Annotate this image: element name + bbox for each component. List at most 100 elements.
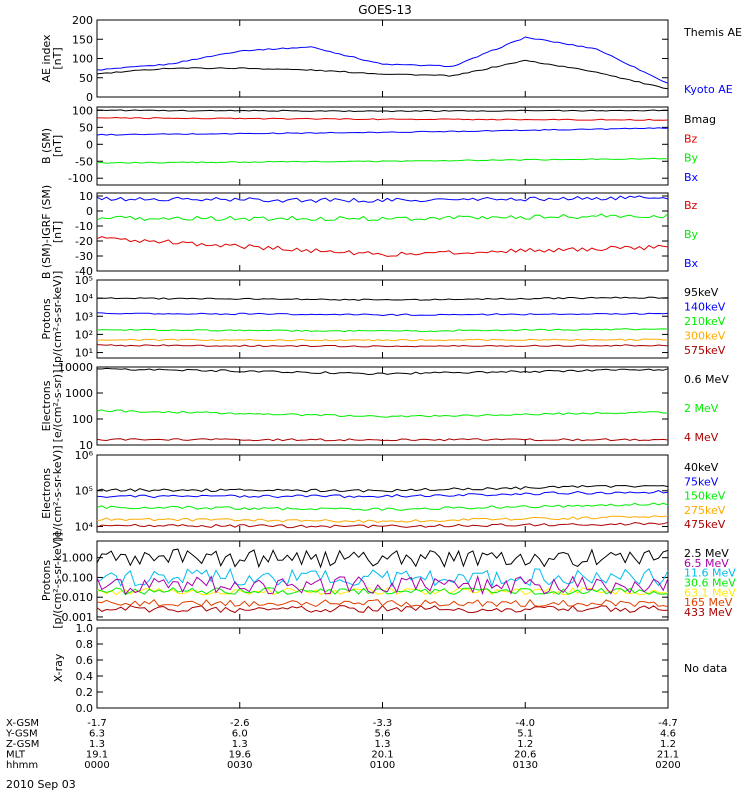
series-0-6-mev — [96, 367, 669, 376]
y-tick-label: 1.000 — [62, 552, 94, 565]
series-bx — [96, 127, 669, 136]
y-tick-label: 10000 — [58, 361, 93, 374]
panel-frame — [96, 366, 669, 446]
legend-2-5-mev: 2.5 MeV — [684, 547, 729, 560]
y-axis-label-line: X-ray — [52, 653, 65, 682]
y-tick-label: -100 — [68, 172, 93, 185]
y-tick-label: 1000 — [65, 387, 93, 400]
legend-475kev: 475keV — [684, 518, 726, 531]
y-axis-label-line: Protons — [40, 298, 53, 339]
x-row-label-y-gsm: Y-GSM — [5, 729, 38, 740]
y-tick-label: 100 — [72, 53, 93, 66]
y-tick-label: 10⁵ — [75, 274, 93, 287]
y-axis-label-line: [nT] — [51, 221, 64, 243]
series-11-6-mev — [96, 567, 669, 588]
x-row-value: 0200 — [655, 760, 680, 771]
y-tick-label: 50 — [79, 121, 93, 134]
x-row-value: 4.6 — [660, 729, 676, 740]
series-575kev — [96, 344, 669, 348]
series-4-mev — [96, 438, 669, 442]
legend-95kev: 95keV — [684, 286, 719, 299]
y-tick-label: -20 — [75, 235, 93, 248]
x-row-value: -2.6 — [230, 718, 250, 729]
panel-frame — [96, 540, 669, 621]
series-475kev — [96, 521, 669, 529]
y-tick-label: 10⁵ — [75, 485, 93, 498]
x-row-value: -1.7 — [87, 718, 107, 729]
y-axis-label: Protons[p/(cm²-s-sr-keV)] — [40, 271, 64, 368]
y-axis-label: B (SM)-IGRF (SM)[nT] — [40, 185, 64, 279]
series-bx — [96, 195, 669, 203]
y-tick-label: 0.100 — [62, 571, 94, 584]
y-tick-label: 0.8 — [76, 638, 94, 651]
series-433-mev — [96, 604, 669, 614]
x-axis-labels: X-GSM -1.7 -2.6 -3.3 -4.0 -4.7 Y-GSM 6.3 6.0 5.6 5… — [5, 718, 681, 771]
legend-210kev: 210keV — [684, 315, 726, 328]
legend-bz: Bz — [684, 199, 698, 212]
y-tick-label: 0.001 — [62, 611, 94, 624]
panel-frame — [96, 454, 669, 533]
x-row-value: 0000 — [84, 760, 109, 771]
series-40kev — [96, 484, 669, 493]
panel-frame — [96, 192, 669, 272]
y-axis-label-line: Electrons — [40, 380, 53, 431]
series-275kev — [96, 515, 669, 524]
legend-575kev: 575keV — [684, 344, 726, 357]
legend-themis-ae: Themis AE — [683, 26, 742, 39]
y-tick-label: 0 — [86, 205, 93, 218]
x-row-value: 0130 — [513, 760, 538, 771]
y-tick-label: 10¹ — [75, 347, 93, 360]
legend-150kev: 150keV — [684, 490, 726, 503]
legend-4-mev: 4 MeV — [684, 431, 719, 444]
y-tick-label: 200 — [72, 14, 93, 27]
x-row-value: -3.3 — [373, 718, 393, 729]
series-165-mev — [96, 598, 669, 608]
legend-bx: Bx — [684, 257, 699, 270]
y-axis-label-line: [nT] — [51, 135, 64, 157]
y-tick-label: -30 — [75, 250, 93, 263]
y-tick-label: 0.010 — [62, 591, 94, 604]
y-axis-label-line: Protons — [40, 560, 53, 601]
y-tick-label: 10⁴ — [75, 520, 94, 533]
x-row-value: 6.3 — [89, 729, 105, 740]
legend-bmag: Bmag — [684, 113, 716, 126]
plot-title: GOES-13 — [358, 3, 412, 17]
y-tick-label: 150 — [72, 33, 93, 46]
y-tick-label: 0.4 — [76, 670, 94, 683]
series-by — [96, 213, 669, 222]
y-axis-label: Protons[p/(cm²-s-sr-keV)] — [40, 532, 64, 629]
legend-30-6-mev: 30.6 MeV — [684, 577, 736, 590]
x-row-value: 6.0 — [232, 729, 248, 740]
y-tick-label: -10 — [75, 220, 93, 233]
x-row-value: 5.6 — [375, 729, 391, 740]
legend-433-mev: 433 MeV — [684, 606, 733, 619]
y-axis-label-line: [p/(cm²-s-sr-keV)] — [51, 532, 64, 629]
series-bz — [97, 116, 669, 121]
y-axis-label: X-ray — [52, 653, 65, 682]
legend-40kev: 40keV — [684, 461, 719, 474]
legend-0-6-mev: 0.6 MeV — [684, 373, 729, 386]
series-300kev — [96, 338, 669, 342]
x-row-value: 5.1 — [517, 729, 533, 740]
y-tick-label: 0.6 — [76, 654, 94, 667]
x-row-value: 1.2 — [517, 739, 533, 750]
x-row-label-x-gsm: X-GSM — [6, 718, 39, 729]
x-row-value: 1.3 — [89, 739, 105, 750]
x-row-value: 19.1 — [86, 750, 108, 761]
series-2-5-mev — [96, 548, 669, 569]
x-row-value: -4.7 — [658, 718, 678, 729]
x-row-value: 1.3 — [375, 739, 391, 750]
legend-bz: Bz — [684, 132, 698, 145]
y-axis-label-line: [e/(cm²-s-sr-keV)] — [51, 445, 64, 541]
legend-bx: Bx — [684, 171, 699, 184]
panel-7: 0.0010.0100.1001.000Protons[p/(cm²-s-sr-… — [40, 532, 736, 629]
y-axis-label-line: [e/(cm²-s-sr)] — [51, 370, 64, 443]
panel-frame — [96, 19, 669, 98]
panel-4: 10¹ 10² 10³ 10⁴ 10⁵ Protons[p/(cm²-s-sr-keV)]… — [40, 271, 726, 368]
panel-2: -100 -50 0 50 100 B (SM)[nT] Bmag Bz By Bx — [40, 104, 716, 186]
y-tick-label: -40 — [75, 265, 93, 278]
y-tick-label: 100 — [72, 104, 93, 117]
legend-165-mev: 165 MeV — [684, 596, 733, 609]
series-kyoto-ae — [96, 36, 669, 84]
